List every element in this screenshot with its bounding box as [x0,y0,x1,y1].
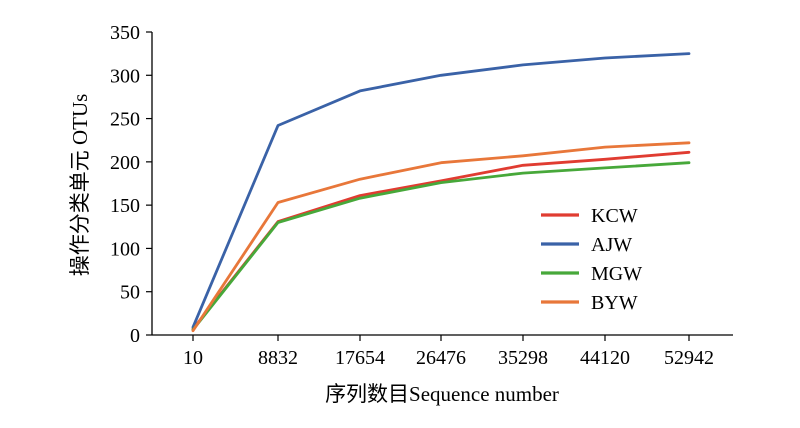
series-line-byw [191,141,691,333]
x-axis-title: 序列数目Sequence number [325,382,559,406]
y-axis-title: 操作分类单元 OTUs [68,94,92,277]
series-line-ajw [191,52,691,329]
y-tick-label: 250 [110,109,140,131]
y-tick-label: 100 [110,238,140,260]
x-tick-label: 8832 [258,347,298,369]
legend-label-mgw: MGW [591,263,642,285]
legend-label-byw: BYW [591,292,638,314]
legend-label-kcw: KCW [591,205,638,227]
y-tick-label: 350 [110,22,140,44]
x-tick-label: 35298 [498,347,548,369]
y-tick-label: 0 [130,325,140,347]
legend-label-ajw: AJW [591,234,632,256]
x-tick-label: 10 [183,347,203,369]
x-tick-label: 44120 [580,347,630,369]
axes: 0 50 100 150 200 250 300 350 10 8832 17654 26476 352… [110,22,733,369]
x-tick-label: 26476 [416,347,466,369]
x-tick-label: 52942 [664,347,714,369]
series-line-mgw [191,161,691,332]
series-lines [191,52,691,333]
y-tick-label: 50 [120,282,140,304]
legend: KCW AJW MGW BYW [541,205,642,314]
y-tick-label: 150 [110,195,140,217]
y-tick-label: 300 [110,65,140,87]
y-tick-label: 200 [110,152,140,174]
x-tick-label: 17654 [335,347,385,369]
